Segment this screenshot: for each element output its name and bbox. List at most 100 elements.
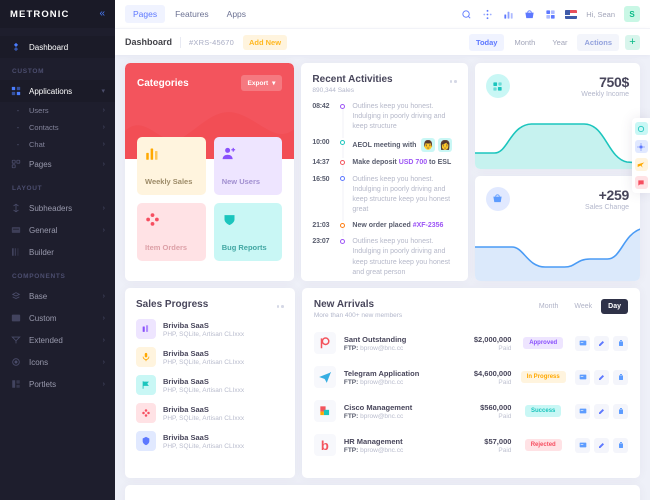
- list-item[interactable]: Briviba SaaS PHP, SQLite, Artisan CLIxxx: [136, 431, 284, 451]
- chevron-right-icon: ›: [102, 380, 105, 388]
- topbar-actions: Hi, Sean S: [460, 6, 640, 22]
- delete-icon[interactable]: [613, 369, 628, 385]
- list-item[interactable]: Briviba SaaS PHP, SQLite, Artisan CLIxxx: [136, 403, 284, 423]
- bullet-icon: -: [16, 140, 20, 149]
- add-new-button[interactable]: Add New: [242, 34, 288, 50]
- grid-icon[interactable]: [544, 8, 556, 20]
- us-flag-icon[interactable]: [565, 9, 578, 19]
- weekly-income-card: 750$ Weekly Income: [474, 63, 641, 169]
- sidebar-item-icons[interactable]: Icons ›: [0, 351, 115, 373]
- buy-icon[interactable]: [634, 158, 648, 171]
- sidebar-item-general[interactable]: General ›: [0, 219, 115, 241]
- sidebar-item-pages[interactable]: Pages ›: [0, 153, 115, 175]
- drag-icon[interactable]: [481, 8, 493, 20]
- subheader: Dashboard #XRS-45670 Add New Today Month…: [115, 28, 650, 55]
- sidebar-item-applications[interactable]: Applications ▾: [0, 80, 115, 102]
- filter-today-button[interactable]: Today: [468, 33, 505, 51]
- sidebar-collapse-icon[interactable]: «: [99, 8, 105, 19]
- list-item-text: Briviba SaaS PHP, SQLite, Artisan CLIxxx: [163, 405, 244, 422]
- row-ftp: FTP: bprow@bnc.cc: [344, 413, 448, 420]
- sales-change-card: +259 Sales Change: [474, 175, 641, 281]
- chevron-right-icon: ›: [102, 141, 105, 148]
- avatar[interactable]: 👩: [438, 138, 453, 153]
- view-icon[interactable]: [575, 335, 590, 351]
- tile-weekly-sales[interactable]: Weekly Sales: [137, 137, 206, 195]
- add-button[interactable]: +: [625, 34, 640, 50]
- sidebar-item-contacts[interactable]: - Contacts ›: [0, 119, 115, 136]
- row-email: bprow@bnc.cc: [360, 378, 404, 386]
- recent-activities-subtitle: 890,344 Sales: [312, 87, 354, 94]
- sidebar-item-subheaders[interactable]: Subheaders ›: [0, 197, 115, 219]
- timeline-marker: [338, 138, 347, 159]
- export-button[interactable]: Export ▾: [240, 75, 283, 91]
- row-info: Telegram Application FTP: bprow@bnc.cc: [344, 369, 448, 386]
- tile-new-users[interactable]: New Users: [213, 137, 283, 195]
- topnav-features[interactable]: Features: [175, 9, 209, 19]
- topnav-apps[interactable]: Apps: [226, 9, 247, 19]
- sidebar-item-base[interactable]: Base ›: [0, 285, 115, 307]
- topnav-pages[interactable]: Pages: [125, 5, 166, 23]
- avatar[interactable]: S: [624, 6, 640, 22]
- sidebar-item-dashboard[interactable]: Dashboard: [0, 36, 115, 58]
- tile-bug-reports[interactable]: Bug Reports: [213, 203, 283, 261]
- float-toolbar: [632, 118, 650, 193]
- item-name: Briviba SaaS: [163, 348, 209, 358]
- chevron-right-icon: ›: [102, 107, 105, 114]
- chart-bar-icon[interactable]: [502, 8, 514, 20]
- activity-time: 16:50: [312, 175, 330, 183]
- avatar[interactable]: 👨: [421, 138, 436, 153]
- timeline-marker: [338, 102, 347, 139]
- sales-change-header: +259 Sales Change: [475, 176, 641, 211]
- sidebar-item-users[interactable]: - Users ›: [0, 102, 115, 119]
- card-menu-icon[interactable]: [449, 80, 457, 83]
- sidebar-item-custom[interactable]: Custom ›: [0, 307, 115, 329]
- row-email: bprow@bnc.cc: [360, 446, 404, 454]
- telegram-icon: [313, 366, 336, 388]
- builder-icon: [10, 246, 22, 258]
- list-item[interactable]: Briviba SaaS PHP, SQLite, Artisan CLIxxx: [136, 375, 284, 395]
- sales-change-meta: +259 Sales Change: [585, 187, 629, 211]
- activity-link[interactable]: USD 700: [398, 159, 428, 167]
- sidebar-item-label: General: [29, 225, 58, 235]
- tab-day[interactable]: Day: [601, 299, 628, 314]
- sidebar-item-portlets[interactable]: Portlets ›: [0, 373, 115, 395]
- list-item[interactable]: Briviba SaaS PHP, SQLite, Artisan CLIxxx: [136, 319, 284, 339]
- view-icon[interactable]: [575, 403, 590, 419]
- view-icon[interactable]: [575, 369, 590, 385]
- edit-icon[interactable]: [594, 437, 609, 453]
- activity-text: Outlines keep you honest. Indulging in p…: [352, 103, 446, 131]
- settings-icon[interactable]: [634, 140, 648, 153]
- custom-icon: [10, 312, 22, 324]
- actions-button[interactable]: Actions: [577, 33, 619, 51]
- delete-icon[interactable]: [613, 403, 628, 419]
- tile-item-orders[interactable]: Item Orders: [137, 203, 206, 261]
- activity-pre: Make deposit: [352, 159, 399, 167]
- card-menu-icon[interactable]: [276, 305, 284, 308]
- edit-icon[interactable]: [594, 403, 609, 419]
- delete-icon[interactable]: [613, 437, 628, 453]
- chart-icon: [136, 319, 156, 339]
- sales-progress-card: Sales Progress Briviba SaaS PHP, SQLite,…: [125, 288, 295, 478]
- brand-logo: METRONIC: [10, 8, 70, 20]
- sidebar-item-extended[interactable]: Extended ›: [0, 329, 115, 351]
- sidebar-item-chat[interactable]: - Chat ›: [0, 136, 115, 153]
- tab-week[interactable]: Week: [574, 303, 593, 310]
- basket-icon[interactable]: [523, 8, 535, 20]
- item-desc: PHP, SQLite, Artisan CLIxxx: [163, 414, 245, 422]
- sidebar-item-builder[interactable]: Builder: [0, 241, 115, 263]
- list-item-text: Briviba SaaS PHP, SQLite, Artisan CLIxxx: [163, 321, 244, 338]
- filter-year-button[interactable]: Year: [552, 37, 568, 47]
- tab-month[interactable]: Month: [538, 303, 559, 310]
- search-icon[interactable]: [460, 8, 472, 20]
- bullet-icon: -: [16, 123, 20, 132]
- activity-link[interactable]: #XF-2356: [412, 222, 444, 230]
- edit-icon[interactable]: [594, 369, 609, 385]
- edit-icon[interactable]: [594, 335, 609, 351]
- delete-icon[interactable]: [613, 335, 628, 351]
- list-item[interactable]: Briviba SaaS PHP, SQLite, Artisan CLIxxx: [136, 347, 284, 367]
- view-icon[interactable]: [575, 437, 590, 453]
- demo-icon[interactable]: [634, 122, 648, 135]
- filter-month-button[interactable]: Month: [514, 37, 536, 47]
- docs-icon[interactable]: [634, 176, 648, 189]
- icons-icon: [10, 356, 22, 368]
